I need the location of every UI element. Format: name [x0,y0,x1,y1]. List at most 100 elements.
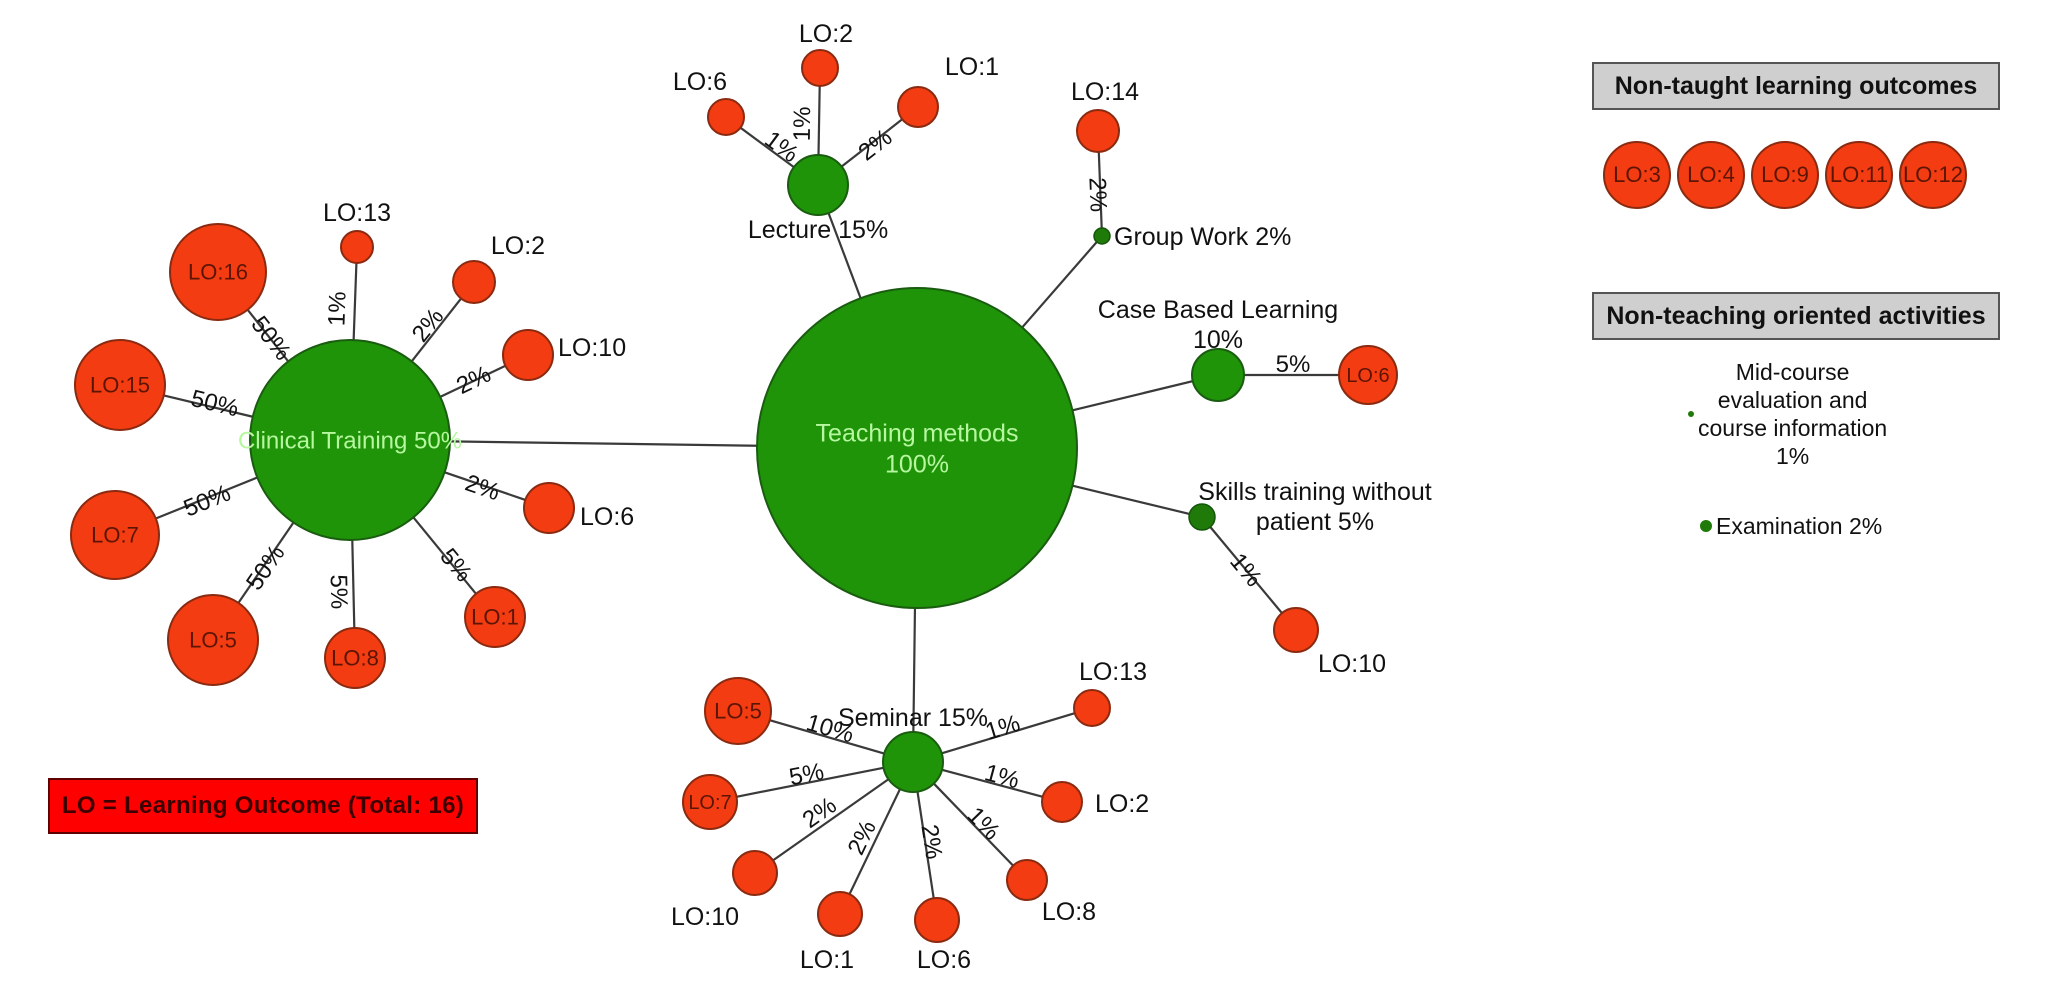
node-label-c_lo15: LO:15 [90,373,150,398]
edge-clinical-to-c_lo1 [412,516,477,595]
node-s_lo1[interactable] [817,891,863,937]
non-taught-outcome-lo-12[interactable]: LO:12 [1899,141,1967,209]
node-label-cbl_lo6: LO:6 [1346,365,1389,387]
node-cbl_lo6[interactable] [1338,345,1398,405]
activity-item-mid-course-evaluation: Mid-course evaluation and course informa… [1688,358,1887,470]
node-s_lo6[interactable] [914,897,960,943]
node-s_lo2[interactable] [1041,781,1083,823]
node-l_lo6[interactable] [707,98,745,136]
edge-percent-label: 2% [853,124,897,167]
node-lecture[interactable] [787,154,849,216]
node-label-c_lo6: LO:6 [580,503,634,531]
node-c_lo8[interactable] [324,627,386,689]
edge-percent-label: 2% [462,470,504,507]
node-s_lo8[interactable] [1006,859,1048,901]
edge-lecture-to-l_lo2 [817,85,821,156]
node-label-skills: patient 5% [1256,508,1374,536]
node-seminar[interactable] [882,731,944,793]
non-teaching-header: Non-teaching oriented activities [1592,292,2000,340]
edge-percent-label: 1% [982,710,1023,746]
edge-percent-label: 5% [787,758,826,791]
node-c_lo7[interactable] [70,490,160,580]
node-l_lo2[interactable] [801,49,839,87]
node-c_lo13[interactable] [340,230,374,264]
non-taught-outcome-lo-4[interactable]: LO:4 [1677,141,1745,209]
non-taught-outcome-label: LO:9 [1761,162,1809,187]
non-taught-header: Non-taught learning outcomes [1592,62,2000,110]
edge-percent-label: 1% [323,291,351,327]
edge-clinical-to-c_lo5 [237,521,295,604]
node-hub[interactable] [756,287,1078,609]
activity-dot-icon [1700,520,1712,533]
edge-percent-label: 2% [407,303,450,347]
node-c_lo15[interactable] [74,339,166,431]
node-label-cbl: 10% [1193,326,1243,354]
node-label-s_lo8: LO:8 [1042,898,1096,926]
node-label-l_lo6: LO:6 [673,68,727,96]
edge-percent-label: 2% [1083,177,1111,213]
node-c_lo5[interactable] [167,594,259,686]
edge-clinical-to-c_lo6 [444,471,526,501]
edge-percent-label: 50% [180,480,235,523]
node-label-s_lo7: LO:7 [688,792,731,814]
node-groupwork[interactable] [1093,227,1111,245]
node-c_lo1[interactable] [464,586,526,648]
node-s_lo10[interactable] [732,850,778,896]
node-label-g_lo14: LO:14 [1071,78,1139,106]
node-label-c_lo16: LO:16 [188,260,248,285]
node-label-hub: Teaching methods [816,419,1019,447]
non-taught-outcome-label: LO:11 [1829,162,1889,187]
non-taught-outcome-label: LO:4 [1687,162,1735,187]
node-label-c_lo1: LO:1 [471,605,519,630]
edges-layer [155,85,1339,899]
node-label-s_lo6: LO:6 [917,946,971,974]
edge-seminar-to-s_lo6 [916,791,935,899]
node-clinical[interactable] [249,339,451,541]
node-l_lo1[interactable] [897,86,939,128]
node-label-l_lo2: LO:2 [799,20,853,48]
edge-seminar-to-s_lo13 [941,712,1076,755]
node-skills[interactable] [1188,503,1216,531]
node-label-c_lo5: LO:5 [189,628,237,653]
activity-dot-icon [1688,411,1694,418]
node-c_lo6[interactable] [523,482,575,534]
edge-percent-label: 1% [789,106,817,141]
edge-skills-to-sk_lo10 [1209,526,1283,614]
lo-definition-text: LO = Learning Outcome (Total: 16) [61,792,465,819]
node-label-cbl: Case Based Learning [1098,296,1338,324]
edge-clinical-to-c_lo8 [351,539,356,629]
node-cbl[interactable] [1191,348,1245,402]
node-s_lo5[interactable] [704,677,772,745]
edge-clinical-to-c_lo16 [246,309,290,363]
node-sk_lo10[interactable] [1273,607,1319,653]
node-c_lo10[interactable] [502,329,554,381]
non-taught-outcome-lo-9[interactable]: LO:9 [1751,141,1819,209]
node-c_lo2[interactable] [452,260,496,304]
edge-hub-to-seminar [912,607,917,733]
activity-item-examination: Examination 2% [1700,512,1882,540]
non-taught-outcome-lo-11[interactable]: LO:11 [1825,141,1893,209]
node-label-skills: Skills training without [1198,478,1431,506]
non-taught-outcome-lo-3[interactable]: LO:3 [1603,141,1671,209]
node-s_lo13[interactable] [1073,689,1111,727]
edge-hub-to-skills [1072,484,1190,516]
node-label-s_lo13: LO:13 [1079,658,1147,686]
node-label-c_lo2: LO:2 [491,232,545,260]
node-label-s_lo10: LO:10 [671,903,739,931]
node-c_lo16[interactable] [169,223,267,321]
edge-clinical-to-c_lo2 [410,297,462,363]
edge-seminar-to-s_lo2 [941,768,1043,798]
edge-percent-label: 2% [843,816,882,859]
non-teaching-title: Non-teaching oriented activities [1606,301,1986,330]
edge-groupwork-to-g_lo14 [1097,151,1103,229]
edge-percent-label: 5% [325,574,353,609]
node-label-c_lo13: LO:13 [323,199,391,227]
node-label-s_lo5: LO:5 [714,699,762,724]
node-s_lo7[interactable] [682,774,738,830]
edge-lecture-to-l_lo1 [840,118,903,168]
lo-definition-legend: LO = Learning Outcome (Total: 16) [48,778,478,834]
node-label-seminar: Seminar 15% [838,704,988,732]
edge-lecture-to-l_lo6 [739,126,795,169]
node-g_lo14[interactable] [1076,109,1120,153]
